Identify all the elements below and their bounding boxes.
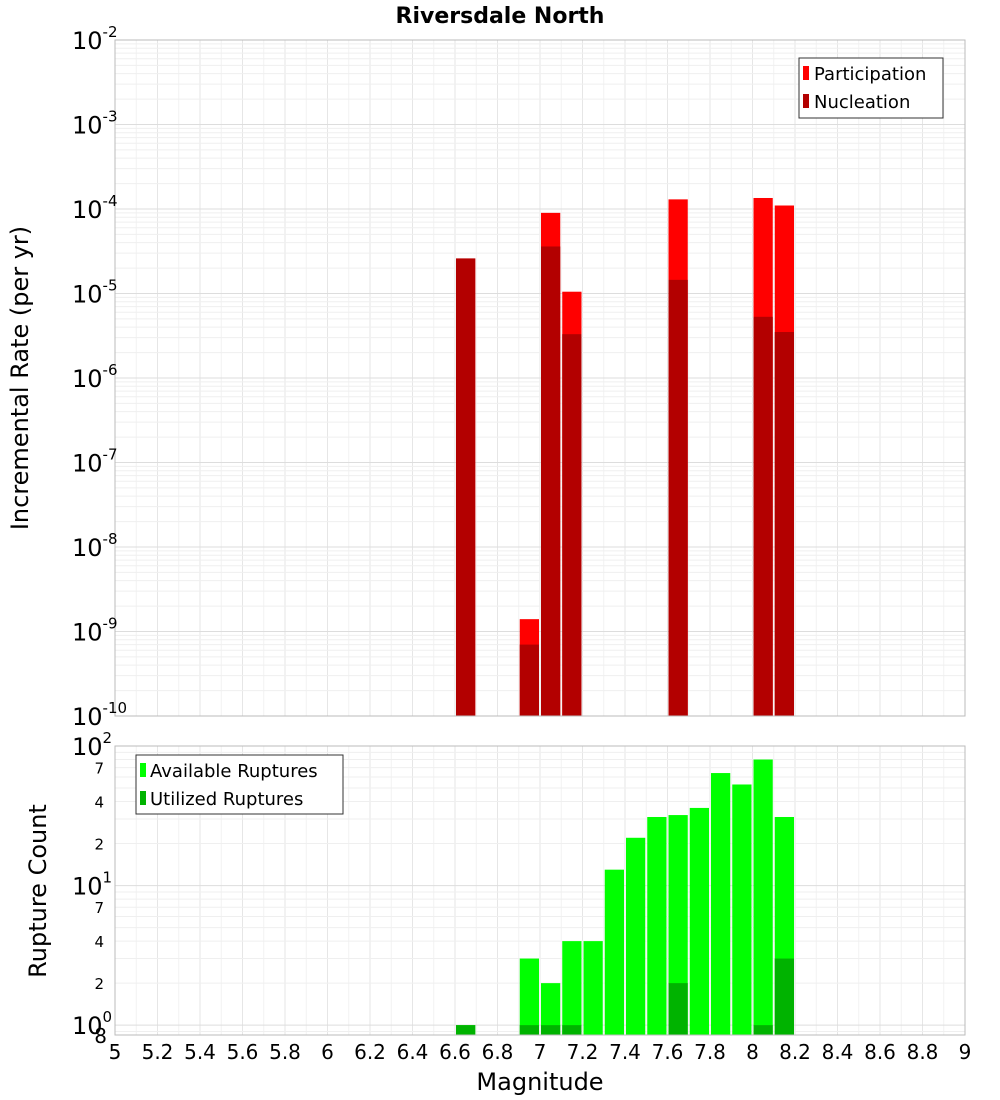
nucleation-bar bbox=[668, 279, 688, 716]
x-tick-label: 7 bbox=[534, 1040, 547, 1064]
y-tick-label: 10-8 bbox=[72, 530, 118, 562]
available-ruptures-bar bbox=[711, 773, 731, 1035]
legend-swatch bbox=[803, 66, 809, 80]
rate-bars bbox=[456, 197, 794, 717]
x-tick-label: 8.6 bbox=[864, 1040, 896, 1064]
rate-gridlines bbox=[114, 39, 966, 717]
y-minor-tick-label: 8 bbox=[94, 1024, 107, 1048]
x-tick-label: 5.2 bbox=[142, 1040, 174, 1064]
x-tick-label: 6.6 bbox=[439, 1040, 471, 1064]
y-tick-label: 10-3 bbox=[72, 108, 118, 140]
utilized-ruptures-bar bbox=[562, 1025, 582, 1035]
nucleation-bar bbox=[519, 644, 539, 716]
y-tick-label: 102 bbox=[72, 729, 112, 761]
legend-entry: Available Ruptures bbox=[150, 761, 318, 782]
x-tick-labels: 5 5.2 5.4 5.6 5.8 6 6.2 6.4 6.6 6.8 7 7.2 7.4 7.6 7.8 8… bbox=[109, 1040, 972, 1064]
legend-entry: Participation bbox=[814, 64, 926, 85]
count-plot-frame bbox=[114, 745, 966, 1036]
x-axis-label: Magnitude bbox=[476, 1068, 603, 1096]
x-tick-label: 7.6 bbox=[652, 1040, 684, 1064]
y-tick-label: 10-4 bbox=[72, 192, 118, 224]
x-tick-label: 6 bbox=[321, 1040, 334, 1064]
utilized-ruptures-bar bbox=[753, 1025, 773, 1035]
count-y-axis-label: Rupture Count bbox=[24, 804, 52, 978]
x-tick-label: 5.4 bbox=[184, 1040, 216, 1064]
available-ruptures-bar bbox=[647, 816, 667, 1035]
x-tick-label: 8.2 bbox=[779, 1040, 811, 1064]
x-tick-label: 9 bbox=[959, 1040, 972, 1064]
y-minor-tick-label: 2 bbox=[94, 836, 104, 854]
x-tick-label: 6.2 bbox=[354, 1040, 386, 1064]
available-ruptures-bar bbox=[541, 983, 561, 1035]
x-tick-label: 7.4 bbox=[609, 1040, 641, 1064]
x-tick-label: 5 bbox=[109, 1040, 122, 1064]
y-tick-label: 10-5 bbox=[72, 277, 118, 309]
y-minor-tick-label: 7 bbox=[94, 899, 104, 917]
utilized-ruptures-bar bbox=[774, 958, 794, 1035]
legend-swatch bbox=[140, 791, 146, 805]
nucleation-bar bbox=[774, 332, 794, 716]
utilized-ruptures-bar bbox=[668, 983, 688, 1035]
x-tick-label: 6.8 bbox=[482, 1040, 514, 1064]
utilized-ruptures-bar bbox=[456, 1025, 476, 1035]
y-tick-label: 10-6 bbox=[72, 361, 118, 393]
nucleation-bar bbox=[541, 246, 561, 716]
x-tick-label: 5.8 bbox=[269, 1040, 301, 1064]
available-ruptures-bar bbox=[689, 807, 709, 1035]
y-tick-label: 10-10 bbox=[72, 699, 127, 731]
nucleation-bar bbox=[456, 258, 476, 716]
legend-entry: Nucleation bbox=[814, 92, 910, 113]
y-minor-tick-label: 2 bbox=[94, 975, 104, 993]
utilized-ruptures-bar bbox=[519, 1025, 539, 1035]
available-ruptures-bar bbox=[519, 958, 539, 1035]
rate-plot-frame bbox=[114, 39, 966, 717]
y-minor-tick-label: 4 bbox=[94, 933, 104, 951]
count-bars bbox=[456, 759, 794, 1035]
available-ruptures-bar bbox=[732, 784, 752, 1035]
y-tick-label: 101 bbox=[72, 869, 112, 901]
rate-y-tick-labels: 10-10 10-9 10-8 10-7 10-6 10-5 10-4 10-3 10-2 bbox=[72, 23, 127, 731]
utilized-ruptures-bar bbox=[541, 1025, 561, 1035]
available-ruptures-bar bbox=[626, 837, 646, 1035]
available-ruptures-bar bbox=[668, 815, 688, 1035]
available-ruptures-bar bbox=[583, 941, 603, 1035]
legend-entry: Utilized Ruptures bbox=[150, 789, 303, 810]
available-ruptures-bar bbox=[604, 869, 624, 1035]
count-legend: Available Ruptures Utilized Ruptures bbox=[135, 754, 344, 815]
y-tick-label: 10-9 bbox=[72, 615, 118, 647]
nucleation-bar bbox=[753, 316, 773, 716]
rate-legend: Participation Nucleation bbox=[798, 57, 944, 119]
rate-panel: 10-10 10-9 10-8 10-7 10-6 10-5 10-4 10-3 10-2 In… bbox=[6, 23, 966, 731]
available-ruptures-bar bbox=[753, 759, 773, 1035]
legend-box bbox=[135, 754, 344, 815]
x-tick-label: 7.8 bbox=[694, 1040, 726, 1064]
y-minor-tick-label: 4 bbox=[94, 794, 104, 812]
x-tick-label: 8.4 bbox=[822, 1040, 854, 1064]
chart-title: Riversdale North bbox=[396, 4, 605, 29]
rate-y-axis-label: Incremental Rate (per yr) bbox=[6, 226, 34, 530]
x-tick-label: 5.6 bbox=[227, 1040, 259, 1064]
nucleation-bar bbox=[562, 334, 582, 716]
legend-swatch bbox=[803, 94, 809, 108]
available-ruptures-bar bbox=[562, 941, 582, 1035]
count-y-tick-labels: 100 101 102 8 2 4 7 2 4 7 bbox=[72, 729, 112, 1048]
legend-swatch bbox=[140, 763, 146, 777]
x-tick-label: 6.4 bbox=[397, 1040, 429, 1064]
count-panel: 100 101 102 8 2 4 7 2 4 7 Rupture Count Available… bbox=[24, 729, 966, 1048]
legend-box bbox=[798, 57, 944, 119]
x-tick-label: 8 bbox=[746, 1040, 759, 1064]
y-tick-label: 100 bbox=[72, 1008, 112, 1040]
x-tick-label: 7.2 bbox=[567, 1040, 599, 1064]
y-tick-label: 10-2 bbox=[72, 23, 118, 55]
y-tick-label: 10-7 bbox=[72, 446, 118, 478]
y-minor-tick-label: 7 bbox=[94, 760, 104, 778]
x-tick-label: 8.8 bbox=[907, 1040, 939, 1064]
